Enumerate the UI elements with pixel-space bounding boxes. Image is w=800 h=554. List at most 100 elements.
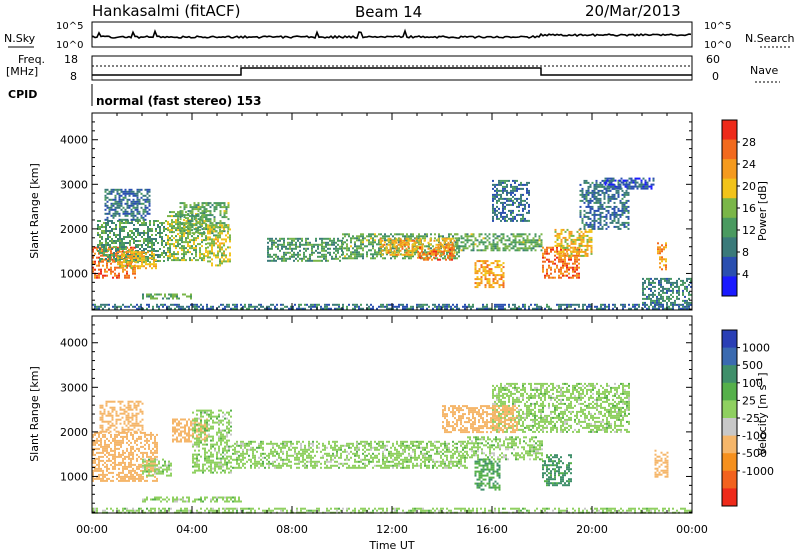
heatmap-cell [193, 204, 196, 207]
heatmap-cell [103, 230, 105, 232]
heatmap-cell [120, 218, 123, 221]
heatmap-cell [382, 237, 384, 240]
heatmap-cell [287, 241, 289, 244]
heatmap-cell [451, 246, 453, 249]
heatmap-cell [136, 198, 139, 201]
heatmap-cell [431, 258, 433, 261]
heatmap-cell [296, 307, 298, 310]
heatmap-cell [145, 240, 147, 242]
heatmap-cell [187, 214, 190, 217]
heatmap-cell [496, 189, 498, 192]
heatmap-cell [611, 197, 614, 200]
heatmap-cell [108, 431, 110, 434]
heatmap-cell [285, 247, 287, 250]
heatmap-cell [341, 239, 343, 242]
heatmap-cell [197, 214, 200, 217]
heatmap-cell [190, 295, 192, 298]
heatmap-cell [98, 264, 100, 267]
heatmap-cell [151, 228, 153, 230]
heatmap-cell [415, 241, 418, 244]
heatmap-cell [122, 453, 124, 456]
heatmap-cell [99, 226, 101, 228]
heatmap-cell [209, 230, 211, 233]
heatmap-cell [672, 289, 674, 292]
heatmap-cell [664, 299, 666, 302]
heatmap-cell [123, 236, 125, 238]
heatmap-cell [121, 228, 123, 230]
heatmap-cell [323, 241, 325, 244]
heatmap-cell [419, 241, 422, 244]
heatmap-cell [560, 254, 563, 257]
heatmap-cell [122, 449, 124, 452]
heatmap-cell [662, 305, 664, 308]
heatmap-cell [102, 475, 104, 478]
heatmap-cell [211, 252, 213, 255]
heatmap-cell [341, 245, 343, 248]
heatmap-cell [134, 475, 136, 478]
heatmap-cell [138, 200, 141, 203]
heatmap-cell [113, 252, 115, 254]
heatmap-cell [466, 247, 469, 250]
heatmap-cell [402, 305, 404, 308]
heatmap-cell [433, 250, 435, 253]
heatmap-cell [579, 209, 582, 212]
heatmap-cell [420, 243, 422, 246]
heatmap-cell [538, 307, 540, 310]
heatmap-cell [504, 247, 507, 250]
heatmap-cell [122, 477, 124, 480]
heatmap-cell [171, 223, 173, 226]
heatmap-cell [137, 230, 139, 232]
heatmap-cell [390, 241, 392, 244]
heatmap-cell [120, 200, 123, 203]
heatmap-cell [98, 256, 100, 259]
heatmap-cell [411, 245, 414, 248]
heatmap-cell [112, 216, 115, 219]
heatmap-cell [197, 243, 199, 246]
heatmap-cell [352, 251, 354, 254]
heatmap-cell [568, 248, 571, 251]
heatmap-cell [149, 242, 151, 244]
heatmap-cell [254, 307, 256, 310]
heatmap-cell [121, 257, 123, 260]
heatmap-cell [305, 241, 307, 244]
heatmap-cell [686, 301, 688, 304]
heatmap-cell [672, 281, 674, 284]
heatmap-cell [230, 307, 232, 310]
heatmap-cell [323, 255, 325, 258]
heatmap-cell [603, 219, 606, 222]
heatmap-cell [392, 307, 394, 310]
heatmap-cell [293, 255, 295, 258]
heatmap-cell [626, 183, 629, 186]
heatmap-cell [213, 208, 216, 211]
heatmap-cell [217, 236, 219, 239]
heatmap-cell [608, 177, 611, 180]
heatmap-cell [588, 303, 590, 306]
heatmap-cell [126, 206, 129, 209]
heatmap-cell [558, 242, 561, 245]
heatmap-cell [488, 278, 491, 281]
heatmap-cell [476, 239, 479, 242]
heatmap-cell [512, 187, 514, 190]
heatmap-cell [496, 274, 499, 277]
heatmap-cell [390, 257, 392, 260]
heatmap-cell [182, 293, 184, 296]
heatmap-cell [534, 307, 536, 310]
heatmap-cell [281, 237, 283, 240]
heatmap-cell [526, 189, 528, 192]
heatmap-cell [106, 196, 109, 199]
heatmap-cell [611, 219, 614, 222]
heatmap-cell [321, 253, 323, 256]
heatmap-cell [219, 202, 222, 205]
heatmap-cell [144, 218, 147, 221]
heatmap-cell [114, 268, 116, 271]
heatmap-cell [96, 256, 98, 259]
heatmap-cell [329, 253, 331, 256]
heatmap-cell [416, 305, 418, 308]
heatmap-cell [542, 264, 544, 267]
heatmap-cell [642, 303, 644, 306]
heatmap-cell [344, 247, 346, 250]
heatmap-cell [149, 257, 151, 260]
heatmap-cell [99, 236, 101, 238]
heatmap-cell [122, 270, 124, 273]
heatmap-cell [572, 246, 575, 249]
